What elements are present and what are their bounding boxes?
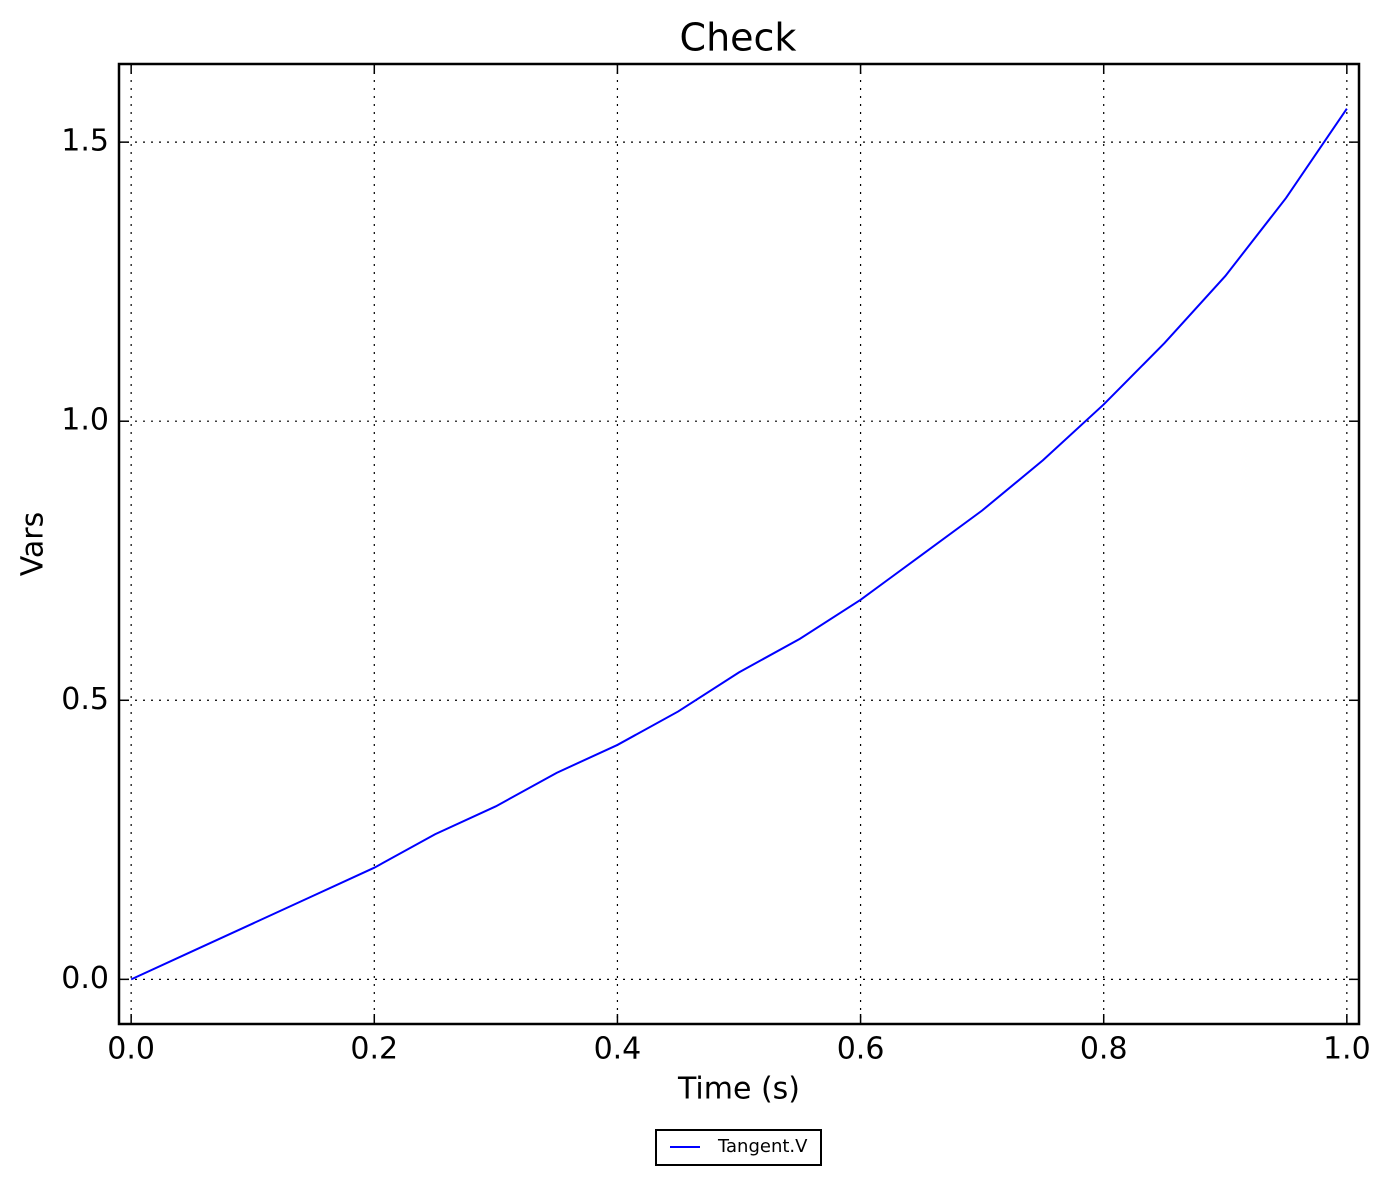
legend-label: Tangent.V (717, 1136, 808, 1157)
y-tick-label: 1.0 (61, 403, 109, 438)
chart-title: Check (680, 16, 797, 60)
y-axis-label: Vars (16, 512, 51, 577)
line-series (130, 108, 1348, 981)
y-tick-label: 0.5 (61, 682, 109, 717)
plot-frame (117, 62, 1361, 1026)
x-axis-label: Time (s) (677, 1072, 800, 1107)
x-tick-label: 0.2 (350, 1032, 398, 1067)
y-tick-label: 1.5 (61, 124, 109, 159)
x-tick-label: 0.0 (107, 1032, 155, 1067)
x-tick-label: 0.4 (594, 1032, 642, 1067)
x-tick-label: 0.8 (1080, 1032, 1128, 1067)
y-tick-label: 0.0 (61, 961, 109, 996)
x-tick-label: 0.6 (837, 1032, 885, 1067)
legend: Tangent.V (655, 1129, 822, 1166)
x-tick-label: 1.0 (1323, 1032, 1371, 1067)
